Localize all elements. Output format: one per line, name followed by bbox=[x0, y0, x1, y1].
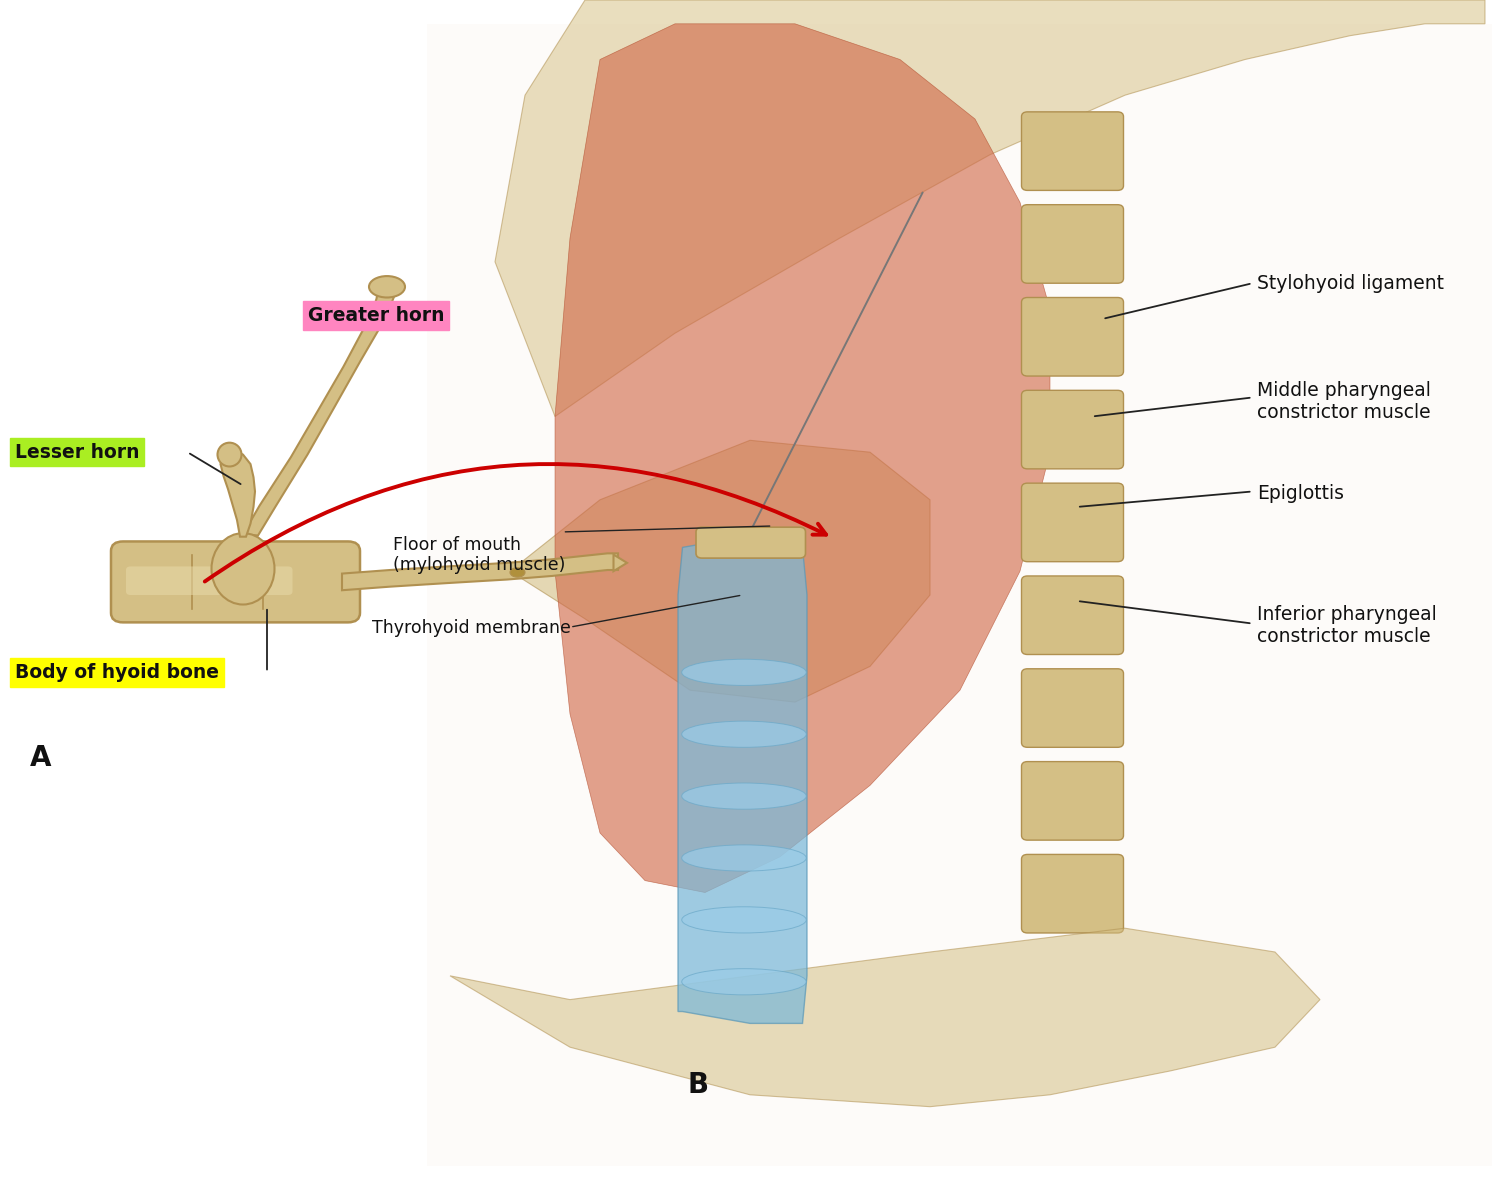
FancyBboxPatch shape bbox=[1022, 390, 1124, 469]
FancyBboxPatch shape bbox=[1022, 669, 1124, 747]
Ellipse shape bbox=[681, 845, 807, 871]
FancyBboxPatch shape bbox=[126, 566, 292, 595]
Ellipse shape bbox=[211, 533, 274, 605]
Text: B: B bbox=[687, 1071, 708, 1100]
Text: Thyrohyoid membrane: Thyrohyoid membrane bbox=[372, 619, 572, 638]
FancyBboxPatch shape bbox=[1022, 762, 1124, 840]
Text: Floor of mouth
(mylohyoid muscle): Floor of mouth (mylohyoid muscle) bbox=[393, 536, 566, 575]
FancyBboxPatch shape bbox=[1022, 854, 1124, 933]
FancyBboxPatch shape bbox=[111, 541, 360, 622]
Text: Greater horn: Greater horn bbox=[308, 306, 444, 325]
Ellipse shape bbox=[681, 659, 807, 685]
Ellipse shape bbox=[681, 969, 807, 995]
Polygon shape bbox=[510, 440, 930, 702]
Text: Inferior pharyngeal
constrictor muscle: Inferior pharyngeal constrictor muscle bbox=[1257, 606, 1437, 646]
Ellipse shape bbox=[681, 721, 807, 747]
Text: Body of hyoid bone: Body of hyoid bone bbox=[15, 663, 219, 682]
Ellipse shape bbox=[681, 907, 807, 933]
FancyBboxPatch shape bbox=[696, 527, 806, 558]
Polygon shape bbox=[243, 283, 398, 536]
Ellipse shape bbox=[681, 783, 807, 809]
FancyBboxPatch shape bbox=[1022, 205, 1124, 283]
Text: Epiglottis: Epiglottis bbox=[1257, 484, 1344, 503]
Polygon shape bbox=[495, 0, 1485, 416]
Polygon shape bbox=[614, 555, 627, 571]
FancyBboxPatch shape bbox=[1022, 298, 1124, 376]
FancyBboxPatch shape bbox=[427, 24, 1492, 1166]
Text: Middle pharyngeal
constrictor muscle: Middle pharyngeal constrictor muscle bbox=[1257, 381, 1431, 421]
FancyBboxPatch shape bbox=[1022, 483, 1124, 562]
Polygon shape bbox=[678, 536, 807, 1023]
Polygon shape bbox=[220, 450, 255, 537]
Ellipse shape bbox=[510, 568, 525, 577]
FancyBboxPatch shape bbox=[1022, 112, 1124, 190]
Polygon shape bbox=[342, 553, 618, 590]
Ellipse shape bbox=[369, 276, 405, 298]
Text: Lesser horn: Lesser horn bbox=[15, 443, 140, 462]
Polygon shape bbox=[450, 928, 1320, 1107]
Ellipse shape bbox=[217, 443, 242, 466]
Polygon shape bbox=[555, 24, 1050, 892]
Text: Stylohyoid ligament: Stylohyoid ligament bbox=[1257, 274, 1444, 293]
FancyBboxPatch shape bbox=[1022, 576, 1124, 655]
Text: A: A bbox=[30, 744, 51, 772]
